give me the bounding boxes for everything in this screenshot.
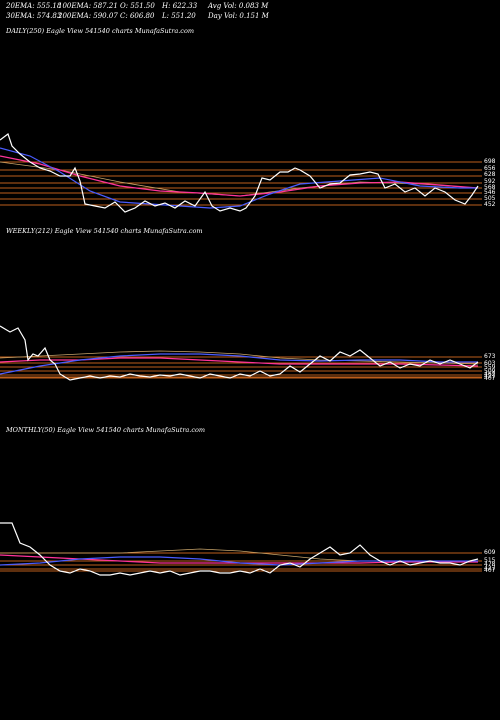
ema-mid-line [0,548,478,562]
weekly-chart-title: WEEKLY(212) Eagle View 541540 charts Mun… [6,227,203,235]
level-label-609: 609 [484,549,496,556]
level-label-478: 478 [484,561,496,568]
close-value: C: 606.80 [120,12,155,20]
high-value: H: 622.33 [162,2,198,10]
day-volume-value: Day Vol: 0.151 M [208,12,269,20]
level-label-452: 452 [484,201,496,208]
level-label-509: 509 [484,368,496,375]
level-label-656: 656 [484,165,496,172]
ema-short-line [0,147,478,209]
ema-short-line [0,353,478,375]
level-label-698: 698 [484,158,496,165]
low-value: L: 551.20 [162,12,196,20]
price-line [0,133,479,213]
ema30-value: 30EMA: 574.83 [6,12,62,20]
ema20-value: 20EMA: 555.18 [6,2,62,10]
price-line [0,325,479,381]
ema-mid-line [0,350,479,365]
open-value: O: 551.50 [120,2,155,10]
level-label-407: 407 [484,375,496,382]
level-label-628: 628 [484,171,496,178]
daily-chart-title: DAILY(250) Eagle View 541540 charts Muna… [6,27,195,35]
ema200-value: 200EMA: 590.07 [58,12,118,20]
level-label-505: 505 [484,195,496,202]
level-label-462: 462 [484,371,496,378]
level-label-559: 559 [484,364,496,371]
level-label-427: 427 [484,373,496,380]
price-line [0,522,479,576]
ema100-value: 100EMA: 587.21 [58,2,118,10]
level-label-427: 427 [484,565,496,572]
level-label-592: 592 [484,178,496,185]
avg-volume-value: Avg Vol: 0.083 M [208,2,269,10]
header-row-1: 20EMA: 555.18100EMA: 587.21 O: 551.50 H: 6… [6,2,288,11]
level-label-603: 603 [484,360,496,367]
level-label-407: 407 [484,567,496,574]
level-label-515: 515 [484,557,496,564]
level-label-568: 568 [484,184,496,191]
level-label-546: 546 [484,189,496,196]
level-label-673: 673 [484,353,496,360]
header-row-2: 30EMA: 574.83200EMA: 590.07 C: 606.80 L: 5… [6,12,288,21]
monthly-chart-title: MONTHLY(50) Eagle View 541540 charts Mun… [6,426,206,434]
ema-long-line [0,554,478,564]
